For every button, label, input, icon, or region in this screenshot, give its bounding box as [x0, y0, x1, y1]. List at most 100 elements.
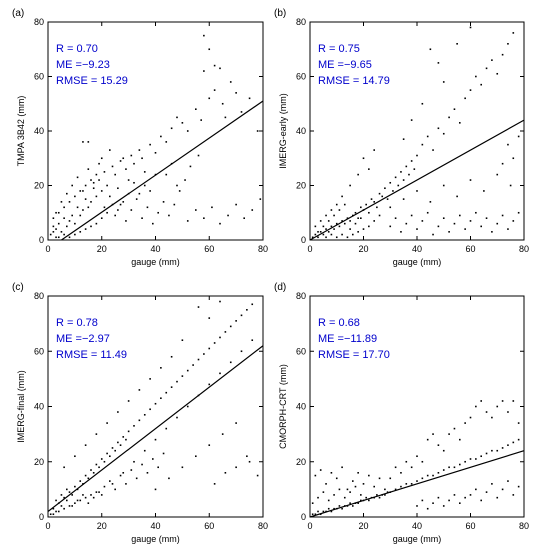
data-point: [352, 505, 354, 507]
data-point: [133, 162, 135, 165]
data-point: [360, 494, 362, 496]
stat-text: ME =−2.97: [56, 333, 110, 345]
data-point: [362, 483, 365, 485]
data-point: [496, 449, 499, 452]
x-tick-label: 20: [97, 521, 107, 531]
data-point: [475, 75, 477, 78]
data-point: [442, 469, 445, 471]
data-point: [400, 171, 402, 173]
data-point: [397, 184, 400, 187]
data-point: [68, 491, 71, 493]
stat-text: ME =−11.89: [318, 333, 377, 345]
data-point: [213, 89, 216, 91]
data-point: [421, 477, 424, 480]
data-point: [442, 217, 445, 219]
panel-c: (c) 0 20 40 60 80 0 20 40 60 80 gauge (mm) IMERG-fin…: [12, 282, 268, 544]
data-point: [165, 141, 168, 143]
data-point: [133, 460, 135, 463]
y-tick-label: 80: [296, 17, 306, 27]
data-point: [162, 201, 165, 203]
data-point: [330, 233, 333, 236]
data-point: [421, 102, 424, 105]
data-point: [354, 485, 357, 488]
data-point: [378, 214, 381, 217]
data-point: [49, 513, 52, 516]
data-point: [176, 116, 178, 119]
data-point: [362, 228, 365, 230]
data-point: [57, 222, 60, 225]
data-point: [416, 228, 418, 230]
data-point: [448, 466, 450, 469]
data-point: [459, 214, 461, 217]
regression-line: [309, 119, 525, 241]
data-point: [360, 206, 362, 209]
data-point: [389, 225, 392, 228]
data-point: [90, 201, 92, 203]
data-point: [338, 225, 341, 228]
data-point: [87, 141, 90, 143]
data-point: [496, 173, 499, 176]
data-point: [384, 488, 386, 491]
data-point: [338, 505, 341, 507]
data-point: [84, 228, 87, 230]
data-point: [197, 306, 200, 308]
data-point: [352, 233, 354, 236]
data-point: [368, 211, 370, 214]
data-point: [389, 206, 392, 209]
data-point: [125, 220, 127, 222]
data-point: [384, 494, 386, 496]
data-point: [203, 217, 205, 219]
data-point: [512, 494, 515, 496]
data-point: [106, 184, 108, 187]
data-point: [311, 236, 314, 239]
data-point: [432, 233, 434, 236]
data-point: [117, 441, 119, 444]
data-point: [229, 81, 232, 83]
data-point: [92, 496, 95, 499]
data-point: [357, 231, 359, 233]
panel-a: (a) 0 20 40 60 80 0 20 40 60 80 gauge (mm) TMPA 3B42…: [12, 8, 268, 267]
data-point: [464, 97, 466, 100]
stat-text: R = 0.75: [318, 43, 360, 55]
y-tick-label: 60: [34, 346, 44, 356]
data-point: [49, 233, 52, 236]
x-tick-label: 20: [97, 244, 107, 254]
data-point: [60, 505, 63, 507]
data-point: [469, 458, 472, 460]
x-tick-label: 20: [358, 244, 368, 254]
data-point: [325, 214, 327, 217]
data-point: [517, 438, 520, 441]
data-point: [143, 171, 146, 173]
data-point: [235, 422, 237, 424]
stat-text: RMSE = 14.79: [318, 75, 390, 87]
data-point: [413, 168, 416, 170]
data-point: [475, 211, 477, 214]
data-point: [154, 488, 157, 491]
data-point: [100, 157, 103, 160]
data-point: [343, 203, 346, 206]
data-point: [186, 220, 189, 222]
y-tick-label: 80: [34, 291, 44, 301]
data-point: [160, 135, 162, 138]
data-point: [416, 505, 418, 507]
data-point: [76, 206, 79, 209]
x-axis-title: gauge (mm): [393, 257, 442, 267]
data-point: [52, 513, 55, 516]
stat-text: R = 0.68: [318, 317, 360, 329]
data-point: [437, 127, 440, 130]
data-point: [66, 488, 68, 491]
data-point: [52, 217, 55, 219]
data-point: [501, 53, 504, 56]
data-point: [213, 64, 216, 67]
data-point: [173, 203, 176, 206]
data-point: [219, 67, 221, 70]
data-point: [501, 162, 504, 165]
x-tick-label: 60: [204, 521, 214, 531]
data-point: [330, 472, 333, 474]
data-point: [456, 195, 458, 198]
data-point: [57, 211, 60, 214]
data-point: [221, 433, 224, 435]
data-point: [464, 460, 466, 463]
data-point: [405, 483, 408, 485]
